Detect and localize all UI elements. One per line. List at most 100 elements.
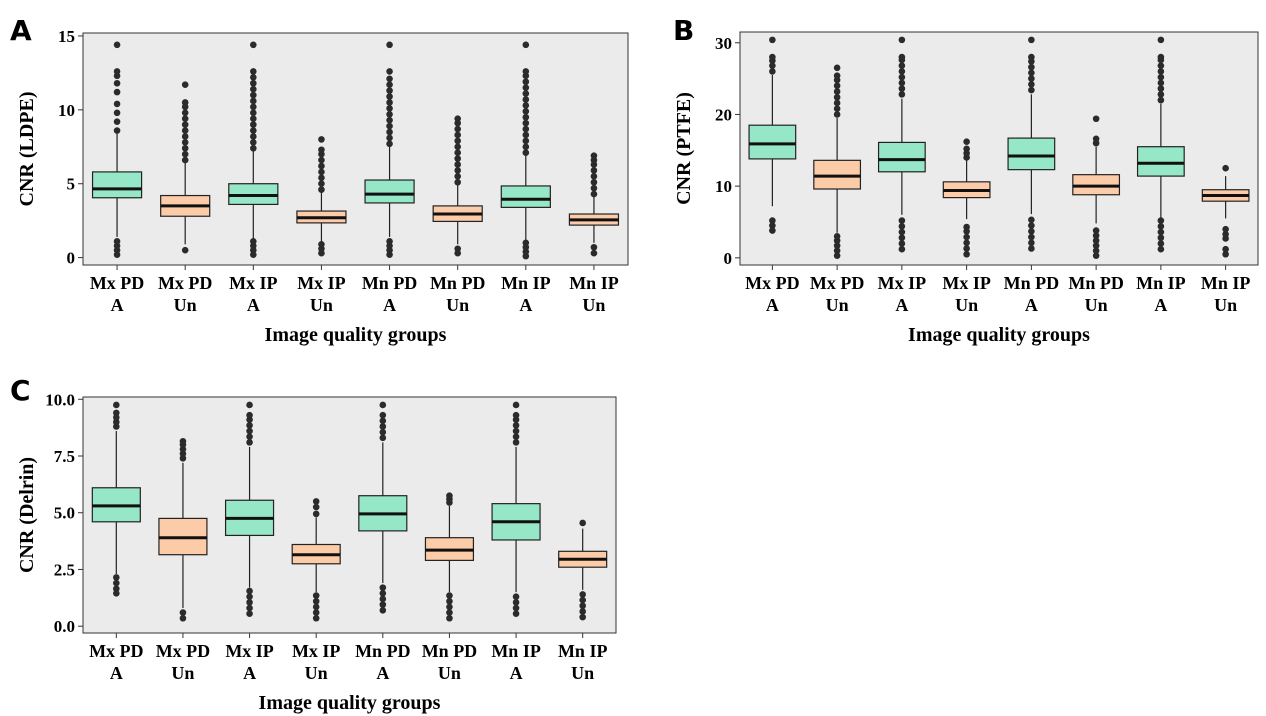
box [877, 141, 926, 173]
outlier-point [181, 246, 189, 254]
outlier-point [386, 238, 393, 245]
outlier-point [318, 174, 325, 182]
outlier-point [312, 503, 320, 511]
outlier-point [1092, 135, 1100, 143]
outlier-point [386, 134, 393, 142]
outlier-point [446, 597, 453, 605]
outlier-point [833, 105, 841, 113]
x-tick-label: A [766, 295, 779, 315]
outlier-point [250, 91, 257, 99]
outlier-point [1028, 228, 1035, 235]
outlier-point [113, 589, 120, 597]
outlier-point [113, 109, 121, 117]
outlier-point [1028, 53, 1035, 61]
outlier-point [454, 149, 461, 156]
x-tick-label: A [383, 295, 396, 315]
outlier-point [446, 614, 453, 622]
outlier-point [386, 93, 393, 100]
x-tick-label: A [376, 663, 389, 683]
outlier-point [590, 243, 598, 251]
outlier-point [250, 109, 257, 117]
outlier-point [579, 613, 586, 621]
outlier-point [454, 173, 461, 180]
outlier-point [312, 614, 320, 622]
outlier-point [250, 139, 257, 146]
outlier-point [250, 133, 257, 140]
y-tick-label: 5.0 [54, 504, 75, 523]
outlier-point [833, 64, 841, 72]
panel-label: A [10, 14, 32, 47]
outlier-point [898, 73, 906, 81]
x-tick-label: Un [310, 295, 333, 315]
x-axis-title: Image quality groups [259, 692, 441, 714]
outlier-point [386, 75, 393, 83]
outlier-point [522, 41, 530, 49]
outlier-point [512, 401, 520, 409]
outlier-point [1028, 233, 1035, 241]
outlier-point [769, 217, 776, 224]
outlier-point [246, 416, 253, 423]
outlier-point [522, 84, 530, 91]
x-tick-label: A [247, 295, 260, 315]
y-tick-label: 7.5 [54, 447, 75, 466]
outlier-point [1028, 69, 1035, 77]
y-axis-title: CNR (PTFE) [673, 92, 695, 205]
outlier-point [1157, 96, 1165, 104]
chart-panel-a: A 0 5 10 15 CNR (LDPE) Mx PD A Mx PD Un Mx IP A Mx I… [0, 0, 633, 358]
outlier-point [512, 610, 520, 618]
outlier-point [113, 409, 120, 417]
chart-panel-b: B 0 10 20 30 CNR (PTFE) Mx PD A Mx PD Un Mx IP A Mx … [633, 0, 1266, 358]
outlier-point [898, 222, 906, 230]
outlier-point [1028, 75, 1035, 82]
outlier-point [963, 233, 970, 241]
outlier-point [512, 593, 520, 600]
y-tick-label: 10.0 [45, 390, 75, 409]
outlier-point [246, 401, 253, 409]
x-tick-label: Mx IP [225, 641, 274, 661]
outlier-point [246, 439, 253, 446]
outlier-point [833, 82, 841, 90]
outlier-point [318, 162, 325, 170]
outlier-point [522, 137, 530, 145]
outlier-point [963, 138, 970, 145]
outlier-point [898, 62, 906, 69]
outlier-point [1222, 250, 1229, 258]
x-tick-label: Mn PD [1004, 273, 1060, 293]
outlier-point [522, 96, 530, 103]
outlier-point [1028, 63, 1035, 71]
outlier-point [454, 161, 461, 168]
outlier-point [590, 152, 598, 159]
outlier-point [250, 68, 257, 75]
outlier-point [113, 127, 121, 134]
outlier-point [386, 68, 393, 75]
outlier-point [386, 105, 393, 112]
x-tick-label: Mn PD [362, 273, 418, 293]
y-tick-label: 0 [67, 249, 76, 268]
x-tick-label: Mx IP [942, 273, 991, 293]
outlier-point [1222, 164, 1229, 172]
outlier-point [246, 427, 253, 435]
outlier-point [386, 41, 393, 49]
outlier-point [1157, 62, 1165, 69]
outlier-point [522, 90, 530, 97]
outlier-point [512, 411, 520, 419]
outlier-point [250, 79, 257, 87]
outlier-point [318, 136, 325, 143]
outlier-point [386, 81, 393, 89]
outlier-point [250, 121, 257, 128]
outlier-point [113, 401, 120, 409]
x-tick-label: Mx PD [156, 641, 210, 661]
outlier-point [379, 411, 387, 419]
box [1007, 137, 1056, 171]
outlier-point [113, 423, 120, 430]
outlier-point [1157, 53, 1165, 61]
outlier-point [181, 150, 189, 158]
outlier-point [113, 88, 121, 96]
box [1136, 146, 1185, 177]
x-tick-label: A [243, 663, 256, 683]
outlier-point [590, 184, 598, 192]
y-tick-label: 15 [58, 27, 75, 46]
outlier-point [312, 597, 320, 605]
outlier-point [246, 593, 253, 600]
